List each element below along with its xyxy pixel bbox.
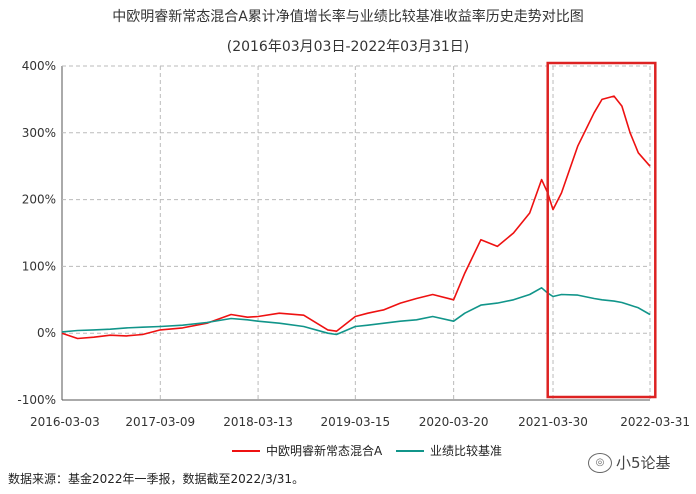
highlight-rect — [546, 61, 657, 399]
legend-label-0: 中欧明睿新常态混合A — [266, 443, 383, 458]
y-tick-label: -100% — [17, 393, 56, 407]
chart-title: 中欧明睿新常态混合A累计净值增长率与业绩比较基准收益率历史走势对比图 — [112, 9, 584, 25]
watermark-text: 小5论基 — [616, 454, 671, 472]
y-tick-label: 100% — [22, 259, 56, 273]
legend-label-1: 业绩比较基准 — [430, 443, 502, 458]
wechat-icon: ◎ — [588, 452, 612, 473]
series-line-0 — [61, 95, 651, 340]
x-tick-label: 2016-03-03 — [30, 415, 100, 429]
y-tick-label: 300% — [22, 126, 56, 140]
chart-subtitle: (2016年03月03日-2022年03月31日) — [226, 39, 470, 55]
y-tick-label: 400% — [22, 59, 56, 73]
watermark: ◎ 小5论基 — [588, 452, 671, 473]
series-line-1 — [61, 286, 651, 336]
x-tick-label: 2021-03-30 — [518, 415, 588, 429]
x-tick-label: 2019-03-15 — [320, 415, 390, 429]
source-note: 数据来源：基金2022年一季报，数据截至2022/3/31。 — [8, 472, 305, 486]
x-tick-label: 2018-03-13 — [223, 415, 293, 429]
x-tick-label: 2017-03-09 — [125, 415, 195, 429]
y-tick-label: 0% — [37, 326, 56, 340]
x-tick-label: 2022-03-31 — [620, 415, 690, 429]
x-tick-label: 2020-03-20 — [419, 415, 489, 429]
y-tick-label: 200% — [22, 193, 56, 207]
